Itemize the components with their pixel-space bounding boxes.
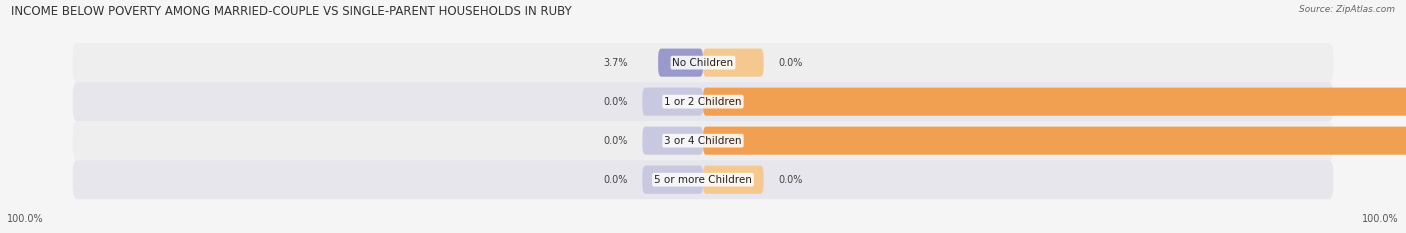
FancyBboxPatch shape <box>643 88 703 116</box>
FancyBboxPatch shape <box>703 166 763 194</box>
Text: INCOME BELOW POVERTY AMONG MARRIED-COUPLE VS SINGLE-PARENT HOUSEHOLDS IN RUBY: INCOME BELOW POVERTY AMONG MARRIED-COUPL… <box>11 5 572 18</box>
FancyBboxPatch shape <box>703 88 1406 116</box>
FancyBboxPatch shape <box>73 160 1333 199</box>
Text: Source: ZipAtlas.com: Source: ZipAtlas.com <box>1299 5 1395 14</box>
Text: No Children: No Children <box>672 58 734 68</box>
Text: 0.0%: 0.0% <box>778 175 803 185</box>
FancyBboxPatch shape <box>643 127 703 155</box>
Text: 5 or more Children: 5 or more Children <box>654 175 752 185</box>
FancyBboxPatch shape <box>658 49 703 77</box>
FancyBboxPatch shape <box>643 166 703 194</box>
FancyBboxPatch shape <box>73 82 1333 121</box>
Text: 100.0%: 100.0% <box>7 214 44 224</box>
Text: 3.7%: 3.7% <box>603 58 628 68</box>
FancyBboxPatch shape <box>73 121 1333 160</box>
FancyBboxPatch shape <box>703 127 1406 155</box>
FancyBboxPatch shape <box>703 49 763 77</box>
Text: 3 or 4 Children: 3 or 4 Children <box>664 136 742 146</box>
Text: 1 or 2 Children: 1 or 2 Children <box>664 97 742 107</box>
Text: 0.0%: 0.0% <box>603 175 628 185</box>
Text: 100.0%: 100.0% <box>1362 214 1399 224</box>
FancyBboxPatch shape <box>73 43 1333 82</box>
Text: 0.0%: 0.0% <box>603 136 628 146</box>
Text: 0.0%: 0.0% <box>778 58 803 68</box>
Text: 0.0%: 0.0% <box>603 97 628 107</box>
